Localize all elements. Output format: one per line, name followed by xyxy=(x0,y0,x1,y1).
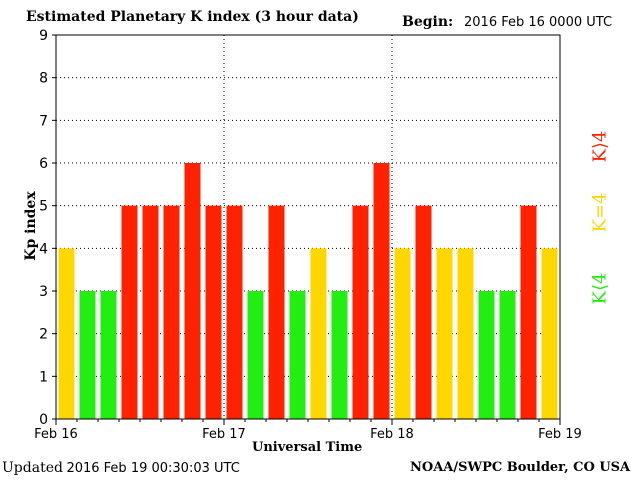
x-tick-label: Feb 19 xyxy=(538,427,582,442)
kp-bar xyxy=(499,291,516,419)
kp-bar xyxy=(142,205,159,419)
kp-bar xyxy=(373,163,390,419)
legend-high: K⟩4 xyxy=(589,130,611,163)
kp-bar xyxy=(79,291,96,419)
y-tick-label: 0 xyxy=(39,412,48,428)
updated-line: Updated 2016 Feb 19 00:30:03 UTC xyxy=(2,460,240,477)
kp-bar xyxy=(520,205,537,419)
kp-bar xyxy=(541,248,558,419)
kp-bar xyxy=(289,291,306,419)
kp-bar xyxy=(163,205,180,419)
begin-label: Begin: xyxy=(402,14,454,30)
kp-bar xyxy=(310,248,327,419)
kp-bar xyxy=(268,205,285,419)
kp-bar xyxy=(226,205,243,419)
y-axis-label: Kp index xyxy=(23,191,39,261)
legend-equal: K=4 xyxy=(589,192,611,233)
kp-bar xyxy=(331,291,348,419)
x-axis-label: Universal Time xyxy=(252,440,363,455)
updated-value: 2016 Feb 19 00:30:03 UTC xyxy=(66,461,240,476)
y-tick-label: 4 xyxy=(39,241,48,257)
y-tick-label: 3 xyxy=(39,284,48,300)
kp-bar xyxy=(247,291,264,419)
axis-ticks xyxy=(52,34,561,425)
y-tick-label: 9 xyxy=(39,28,48,44)
kp-bar xyxy=(436,248,453,419)
updated-label: Updated xyxy=(2,460,63,476)
y-tick-label: 5 xyxy=(39,199,48,215)
kp-bar xyxy=(184,163,201,419)
kp-bar xyxy=(58,248,75,419)
kp-bar xyxy=(205,205,222,419)
kp-bar xyxy=(478,291,495,419)
y-tick-label: 7 xyxy=(39,113,48,129)
bar-group xyxy=(58,163,558,419)
begin-value: 2016 Feb 16 0000 UTC xyxy=(464,15,613,30)
kp-bar xyxy=(457,248,474,419)
y-tick-label: 1 xyxy=(39,369,48,385)
kp-bar xyxy=(121,205,138,419)
y-tick-label: 2 xyxy=(39,327,48,343)
x-tick-label: Feb 17 xyxy=(202,427,246,442)
kp-bar xyxy=(352,205,369,419)
axis-labels: 0 1 2 3 4 5 6 7 8 9 Feb 16 Feb 17 Feb 18 Feb 19 xyxy=(34,28,582,442)
kp-bar xyxy=(415,205,432,419)
chart-title: Estimated Planetary K index (3 hour data… xyxy=(26,9,359,25)
legend-low: K⟨4 xyxy=(589,272,611,305)
kp-bar xyxy=(100,291,117,419)
x-tick-label: Feb 18 xyxy=(370,427,414,442)
grid-lines xyxy=(56,35,560,419)
source-credit: NOAA/SWPC Boulder, CO USA xyxy=(410,460,631,475)
y-tick-label: 8 xyxy=(39,71,48,87)
kp-bar xyxy=(394,248,411,419)
x-tick-label: Feb 16 xyxy=(34,427,78,442)
y-tick-label: 6 xyxy=(39,156,48,172)
